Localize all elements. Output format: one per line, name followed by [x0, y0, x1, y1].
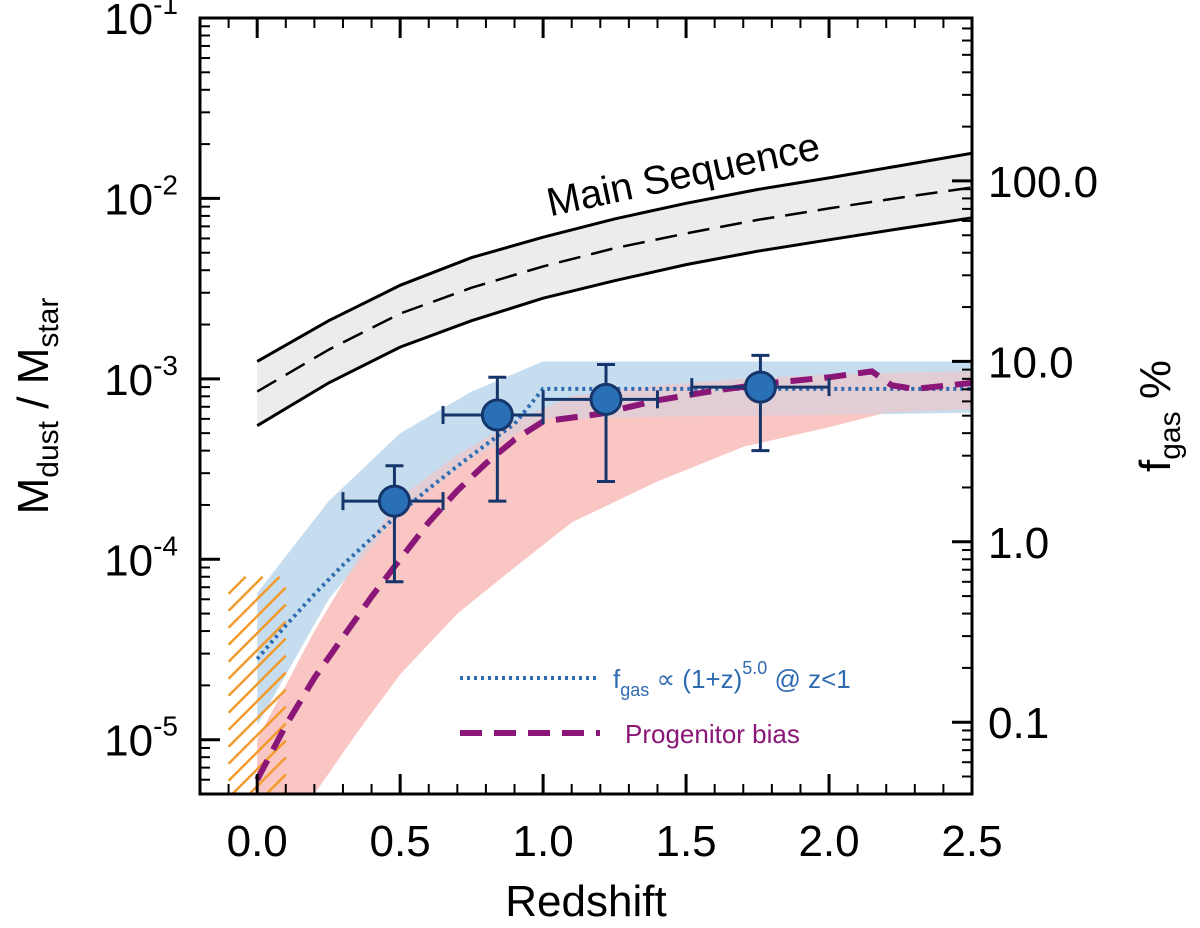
x-tick-label: 2.0 [798, 817, 859, 866]
legend: fgas ∝ (1+z)5.0 @ z<1 Progenitor bias [460, 658, 851, 749]
hatch-line [265, 773, 287, 794]
data-point-marker [589, 382, 623, 416]
y2-tick-label: 10.0 [988, 338, 1074, 387]
data-point-1 [341, 464, 445, 584]
main-sequence-band [257, 153, 972, 426]
y-tick-label: 10-1 [104, 0, 178, 44]
hatch-line [231, 739, 287, 794]
hatch-region [227, 575, 287, 794]
y-tick-label: 10-4 [104, 530, 178, 585]
hatch-line [227, 620, 287, 680]
hatch-line [227, 654, 287, 714]
hatch-line [227, 586, 287, 646]
main-sequence-lower-line [256, 216, 972, 427]
main-sequence-upper-line [256, 151, 972, 363]
data-point-marker [743, 370, 777, 404]
y2-axis-title: fgas % [1131, 360, 1187, 472]
y-tick-label: 10-2 [104, 169, 178, 224]
y2-tick-label: 100.0 [988, 158, 1098, 207]
hatch-line [227, 688, 287, 748]
x-tick-label: 0.0 [227, 817, 288, 866]
hatch-line [227, 671, 287, 731]
x-tick-label: 1.5 [655, 817, 716, 866]
progenitor-bias-line [254, 368, 972, 782]
x-tick-label: 1.0 [513, 817, 574, 866]
hatch-line [227, 637, 287, 697]
y-tick-label: 10-3 [104, 350, 178, 405]
hatch-line [227, 603, 287, 663]
legend-fgas-label: fgas ∝ (1+z)5.0 @ z<1 [613, 658, 851, 700]
data-point-marker [480, 398, 514, 432]
x-tick-label: 0.5 [370, 817, 431, 866]
hatch-line [248, 756, 287, 794]
data-point-2 [441, 375, 545, 503]
y-tick-label: 10-5 [104, 711, 178, 766]
progenitor-band-overlay [257, 371, 972, 794]
main-sequence-median-line [256, 186, 972, 393]
legend-progenitor-label: Progenitor bias [625, 719, 800, 749]
y2-tick-label: 1.0 [988, 519, 1049, 568]
data-point-marker [377, 484, 411, 518]
x-tick-label: 2.5 [941, 817, 1002, 866]
y2-tick-label: 0.1 [988, 699, 1049, 748]
data-point-3 [541, 363, 659, 483]
y-axis-title: Mdust / Mstar [9, 298, 65, 515]
x-axis-title: Redshift [505, 877, 666, 926]
hatch-line [227, 575, 281, 629]
fgas-band [257, 361, 972, 726]
hatch-line [227, 722, 287, 782]
hatch-line [227, 575, 247, 595]
hatch-line [227, 575, 264, 612]
data-point-4 [690, 353, 831, 453]
fgas-model-line [255, 386, 972, 661]
hatch-line [227, 705, 287, 765]
